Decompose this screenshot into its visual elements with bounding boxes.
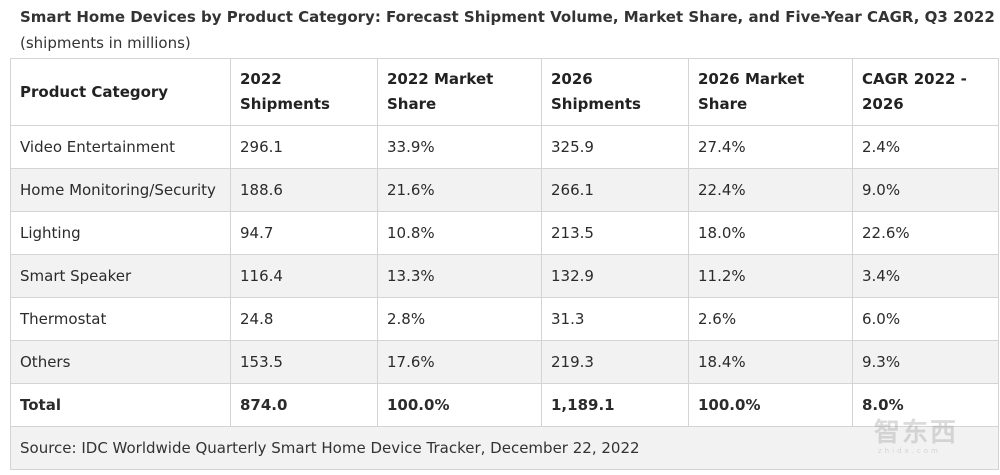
table-cell: Home Monitoring/Security (10, 168, 231, 212)
table-row: Home Monitoring/Security 188.6 21.6% 266… (10, 168, 999, 212)
column-header: CAGR 2022 - 2026 (852, 58, 999, 126)
table-cell: 9.0% (852, 168, 999, 212)
table-cell: 2.8% (377, 297, 542, 341)
table-cell: 3.4% (852, 254, 999, 298)
table-row: Others 153.5 17.6% 219.3 18.4% 9.3% (10, 340, 999, 384)
source-row: Source: IDC Worldwide Quarterly Smart Ho… (10, 426, 999, 470)
total-cell: Total (10, 383, 231, 427)
table-cell: 116.4 (230, 254, 378, 298)
table-cell: Others (10, 340, 231, 384)
table-cell: 132.9 (541, 254, 689, 298)
column-header: Product Category (10, 58, 231, 126)
table-cell: 296.1 (230, 125, 378, 169)
table-cell: 18.4% (688, 340, 853, 384)
table-cell: 21.6% (377, 168, 542, 212)
table-cell: 213.5 (541, 211, 689, 255)
table-cell: 266.1 (541, 168, 689, 212)
table-cell: 31.3 (541, 297, 689, 341)
table-cell: Lighting (10, 211, 231, 255)
table-cell: 94.7 (230, 211, 378, 255)
table-cell: 219.3 (541, 340, 689, 384)
table-cell: 153.5 (230, 340, 378, 384)
table-cell: 188.6 (230, 168, 378, 212)
table-caption: Smart Home Devices by Product Category: … (10, 0, 998, 58)
table-cell: 18.0% (688, 211, 853, 255)
table-cell: 9.3% (852, 340, 999, 384)
table-cell: Video Entertainment (10, 125, 231, 169)
total-cell: 100.0% (377, 383, 542, 427)
total-cell: 8.0% (852, 383, 999, 427)
shipments-table: Product Category 2022 Shipments 2022 Mar… (10, 58, 999, 470)
table-cell: 2.4% (852, 125, 999, 169)
total-cell: 100.0% (688, 383, 853, 427)
table-cell: 22.4% (688, 168, 853, 212)
table-figure: Smart Home Devices by Product Category: … (10, 0, 999, 475)
source-note: Source: IDC Worldwide Quarterly Smart Ho… (10, 426, 999, 470)
table-cell: Smart Speaker (10, 254, 231, 298)
table-cell: 325.9 (541, 125, 689, 169)
table-cell: 10.8% (377, 211, 542, 255)
table-cell: Thermostat (10, 297, 231, 341)
table-cell: 33.9% (377, 125, 542, 169)
table-cell: 27.4% (688, 125, 853, 169)
table-cell: 11.2% (688, 254, 853, 298)
table-cell: 24.8 (230, 297, 378, 341)
total-cell: 874.0 (230, 383, 378, 427)
total-row: Total 874.0 100.0% 1,189.1 100.0% 8.0% (10, 383, 999, 427)
table-cell: 22.6% (852, 211, 999, 255)
total-cell: 1,189.1 (541, 383, 689, 427)
table-cell: 17.6% (377, 340, 542, 384)
table-title: Smart Home Devices by Product Category: … (20, 8, 995, 26)
column-header: 2026 Market Share (688, 58, 853, 126)
table-row: Video Entertainment 296.1 33.9% 325.9 27… (10, 125, 999, 169)
table-cell: 13.3% (377, 254, 542, 298)
column-header: 2022 Shipments (230, 58, 378, 126)
table-cell: 6.0% (852, 297, 999, 341)
table-row: Smart Speaker 116.4 13.3% 132.9 11.2% 3.… (10, 254, 999, 298)
column-header: 2022 Market Share (377, 58, 542, 126)
table-header-row: Product Category 2022 Shipments 2022 Mar… (10, 58, 999, 126)
column-header: 2026 Shipments (541, 58, 689, 126)
table-cell: 2.6% (688, 297, 853, 341)
table-units-note: (shipments in millions) (20, 34, 191, 52)
table-row: Lighting 94.7 10.8% 213.5 18.0% 22.6% (10, 211, 999, 255)
table-row: Thermostat 24.8 2.8% 31.3 2.6% 6.0% (10, 297, 999, 341)
